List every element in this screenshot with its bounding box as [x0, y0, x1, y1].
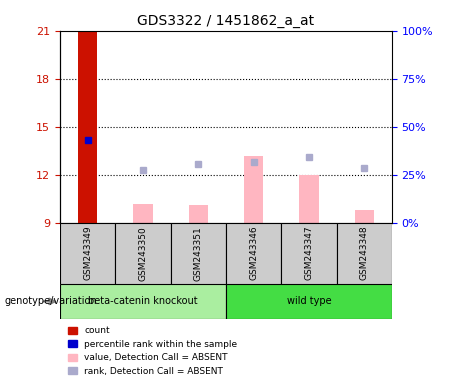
FancyBboxPatch shape [226, 223, 281, 284]
Bar [78, 31, 97, 223]
Text: GSM243351: GSM243351 [194, 226, 203, 281]
FancyBboxPatch shape [60, 284, 226, 319]
FancyBboxPatch shape [171, 223, 226, 284]
FancyBboxPatch shape [281, 223, 337, 284]
FancyBboxPatch shape [60, 223, 115, 284]
Bar [244, 156, 263, 223]
Bar [299, 175, 319, 223]
Text: GSM243350: GSM243350 [138, 226, 148, 281]
Text: genotype/variation: genotype/variation [5, 296, 97, 306]
FancyBboxPatch shape [337, 223, 392, 284]
Text: GSM243348: GSM243348 [360, 226, 369, 280]
FancyBboxPatch shape [115, 223, 171, 284]
Text: GSM243347: GSM243347 [304, 226, 313, 280]
Text: GSM243349: GSM243349 [83, 226, 92, 280]
Text: GSM243346: GSM243346 [249, 226, 258, 280]
Title: GDS3322 / 1451862_a_at: GDS3322 / 1451862_a_at [137, 14, 314, 28]
Bar [189, 205, 208, 223]
Legend: count, percentile rank within the sample, value, Detection Call = ABSENT, rank, : count, percentile rank within the sample… [65, 323, 241, 379]
FancyBboxPatch shape [226, 284, 392, 319]
Text: wild type: wild type [287, 296, 331, 306]
Bar [133, 204, 153, 223]
Bar [355, 210, 374, 223]
Text: beta-catenin knockout: beta-catenin knockout [88, 296, 198, 306]
